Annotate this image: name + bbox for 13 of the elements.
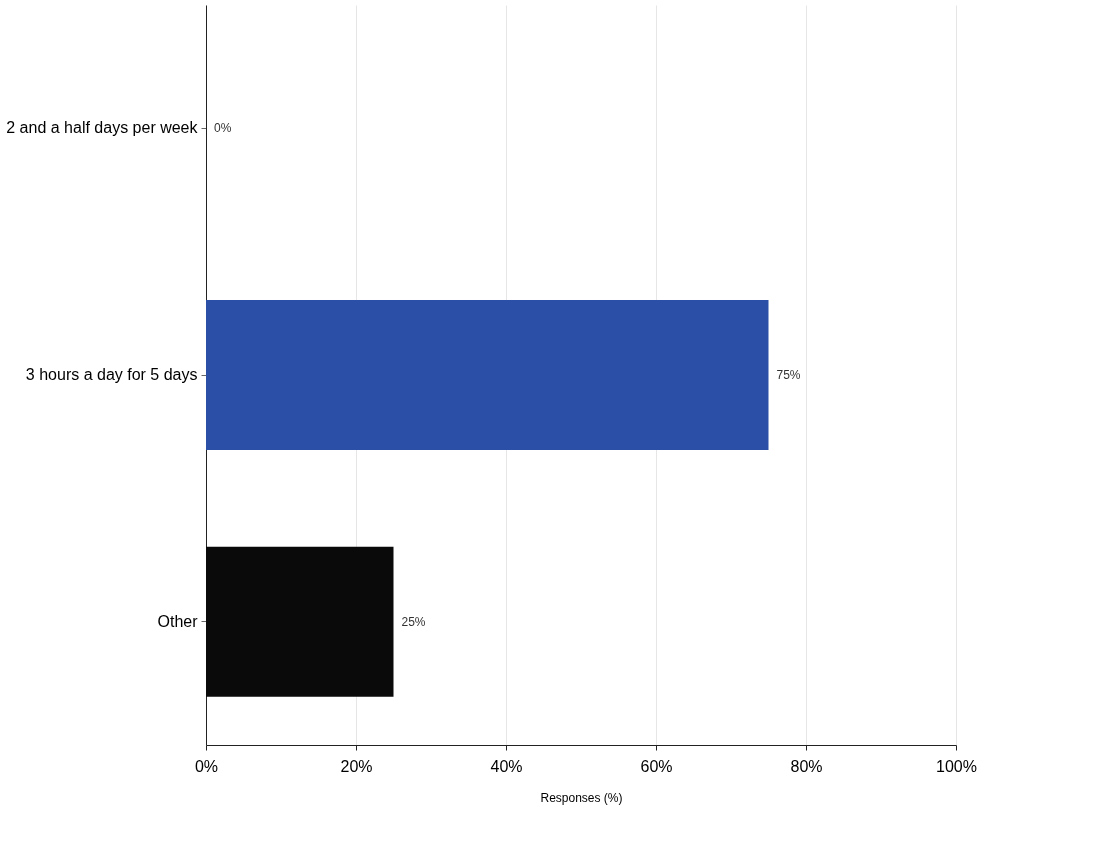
x-tick-label: 0% (194, 757, 219, 775)
data-label: 0% (214, 121, 232, 136)
x-tick-label: 100% (936, 757, 977, 775)
x-tick-label: 60% (640, 757, 673, 775)
y-tick-label: 3 hours a day for 5 days (25, 366, 198, 383)
y-tick-label: 2 and a half days per week (6, 119, 199, 137)
y-tick-label: Other (157, 612, 199, 630)
data-label: 75% (776, 368, 801, 382)
x-axis-title: Responses (%) (540, 790, 623, 805)
x-tick-label: 20% (340, 757, 373, 775)
x-tick-label: 80% (790, 757, 823, 775)
data-label: 25% (401, 614, 426, 629)
x-tick-label: 40% (490, 757, 523, 775)
